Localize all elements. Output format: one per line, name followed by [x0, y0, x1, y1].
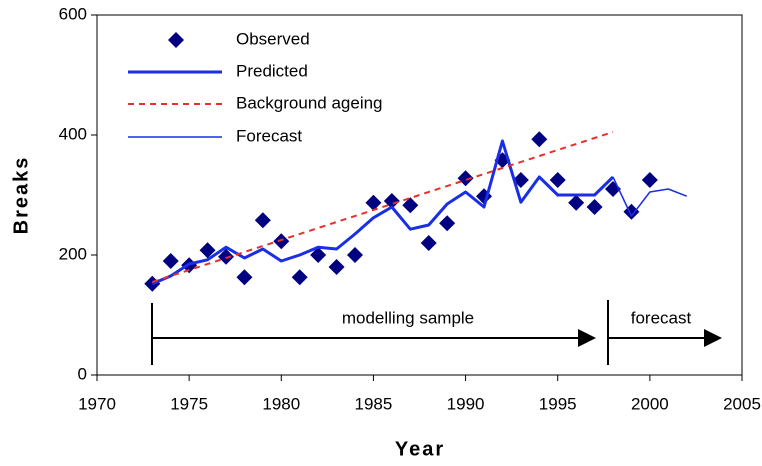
x-tick-label: 1980 [262, 394, 300, 413]
y-tick-label: 600 [59, 4, 87, 23]
data-point [439, 215, 456, 232]
plot-frame [96, 14, 743, 376]
annotation: forecast [631, 308, 692, 327]
annotation: modelling sample [342, 308, 474, 327]
data-point [420, 235, 437, 251]
data-point [199, 242, 216, 259]
legend-label: Observed [236, 29, 310, 48]
data-point [254, 212, 271, 229]
data-point [162, 253, 179, 269]
y-tick-label: 0 [78, 364, 87, 383]
data-point [641, 172, 658, 188]
data-point [310, 247, 327, 263]
x-tick-label: 1995 [539, 394, 577, 413]
data-point [531, 131, 548, 148]
data-point [236, 269, 253, 286]
series-line [151, 131, 614, 283]
legend-marker [168, 32, 184, 48]
data-point [568, 194, 585, 211]
data-point [365, 194, 382, 211]
x-tick-label: 2005 [723, 394, 761, 413]
data-point [328, 259, 345, 275]
y-axis-label: Breaks [10, 156, 32, 235]
arrow-head [704, 329, 722, 347]
data-point [623, 203, 640, 220]
data-point [586, 199, 603, 215]
legend-label: Background ageing [236, 93, 383, 112]
legend-label: Forecast [236, 126, 302, 145]
data-point [291, 269, 308, 286]
x-tick-label: 1975 [170, 394, 208, 413]
x-axis-label: Year [395, 438, 445, 460]
data-point [347, 247, 363, 263]
data-point [218, 248, 234, 265]
legend-label: Predicted [236, 61, 308, 80]
data-point [273, 233, 290, 250]
arrow-head [578, 329, 596, 347]
x-tick-label: 1990 [447, 394, 485, 413]
y-tick-label: 400 [59, 124, 87, 143]
data-point [549, 172, 566, 188]
data-point [402, 197, 419, 214]
series-line [612, 176, 687, 217]
x-tick-label: 1985 [355, 394, 393, 413]
y-tick-label: 200 [59, 244, 87, 263]
x-tick-label: 1970 [78, 394, 116, 413]
x-tick-label: 2000 [631, 394, 669, 413]
series-line [151, 139, 615, 286]
